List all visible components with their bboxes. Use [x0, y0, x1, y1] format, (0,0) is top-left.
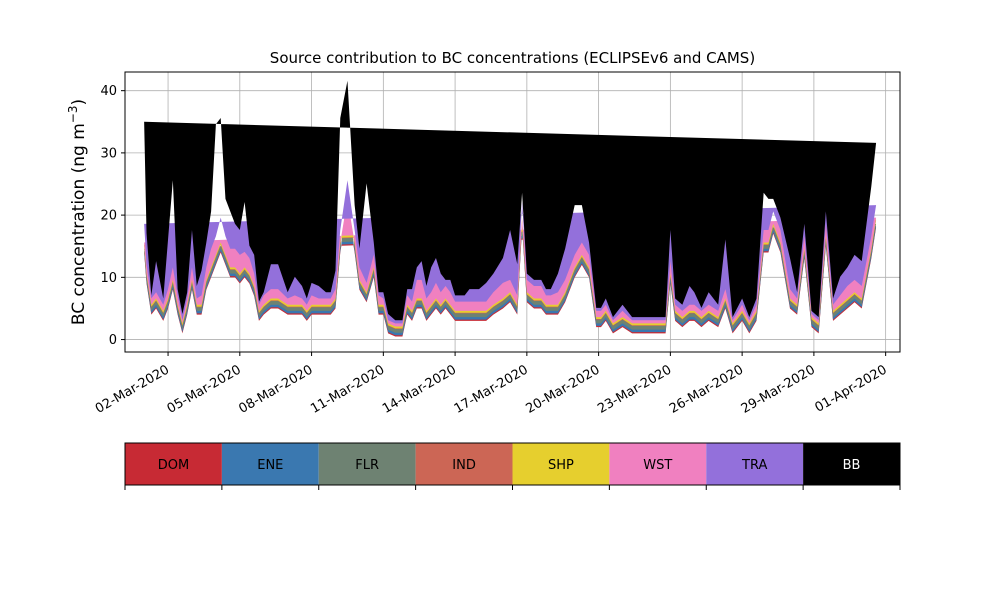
y-tick-label: 20 [100, 209, 117, 224]
x-tick-label: 08-Mar-2020 [236, 362, 315, 416]
y-tick-label: 30 [100, 146, 117, 161]
legend-swatch-tra [706, 443, 804, 485]
legend-label-tra: TRA [741, 458, 767, 473]
legend-swatch-flr [318, 443, 416, 485]
legend-colorbar: DOM ENE FLR IND SHP WST TRA BB [124, 442, 901, 490]
chart-title: Source contribution to BC concentrations… [270, 49, 755, 67]
legend-label-bb: BB [843, 458, 861, 473]
plot-frame [124, 71, 901, 353]
legend-label-ene: ENE [257, 458, 283, 473]
legend-label-flr: FLR [355, 458, 379, 473]
legend-swatch-dom [125, 443, 222, 485]
legend-label-shp: SHP [548, 458, 574, 473]
x-ticks-layer: 02-Mar-202005-Mar-202008-Mar-202011-Mar-… [93, 352, 890, 417]
y-tick-label: 10 [100, 271, 117, 286]
x-tick-label: 23-Mar-2020 [595, 362, 674, 416]
legend-swatch-shp [512, 443, 610, 485]
x-tick-label: 11-Mar-2020 [308, 362, 387, 416]
x-tick-label: 05-Mar-2020 [165, 362, 244, 416]
y-axis-label-close: ) [69, 99, 89, 106]
legend-swatch-wst [609, 443, 707, 485]
area-series-bb [144, 80, 877, 321]
x-tick-label: 26-Mar-2020 [667, 362, 746, 416]
legend-label-wst: WST [643, 458, 672, 473]
y-axis-label-superscript: −3 [66, 105, 80, 123]
y-axis-label-main: BC concentration (ng m [69, 123, 89, 325]
x-tick-label: 29-Mar-2020 [739, 362, 818, 416]
x-tick-label: 14-Mar-2020 [380, 362, 459, 416]
x-tick-label: 01-Apr-2020 [813, 362, 890, 415]
y-tick-label: 40 [100, 84, 117, 99]
legend-label-ind: IND [452, 458, 476, 473]
legend-label-dom: DOM [158, 458, 189, 473]
y-tick-label: 0 [109, 333, 117, 348]
legend-swatch-ind [415, 443, 513, 485]
legend-swatch-ene [221, 443, 319, 485]
x-tick-label: 02-Mar-2020 [93, 362, 172, 416]
x-tick-label: 20-Mar-2020 [523, 362, 602, 416]
x-tick-label: 17-Mar-2020 [452, 362, 531, 416]
y-axis-label: BC concentration (ng m−3) [66, 99, 89, 325]
areas-layer [144, 80, 877, 337]
legend-swatch-bb [803, 443, 900, 485]
y-ticks-layer: 0 10 20 30 40 [100, 84, 125, 348]
